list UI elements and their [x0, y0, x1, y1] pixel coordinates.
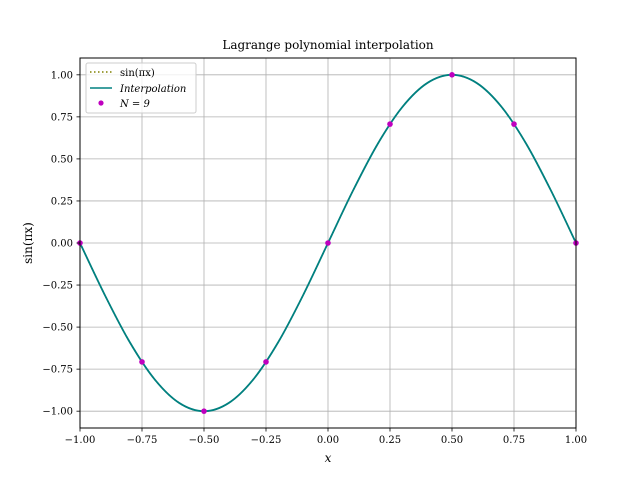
data-point [139, 359, 145, 365]
y-tick-label: 1.00 [51, 70, 73, 81]
legend-label-sin: sin(πx) [120, 68, 155, 79]
y-tick-label: 0.50 [51, 154, 73, 165]
data-point [387, 121, 393, 127]
x-tick-label: 0.25 [379, 435, 401, 446]
data-point [511, 121, 517, 127]
y-tick-label: −0.25 [42, 281, 73, 292]
x-tick-label: −0.50 [189, 435, 220, 446]
x-tick-label: 0.75 [503, 435, 525, 446]
legend-label-interpolation: Interpolation [119, 84, 186, 95]
y-tick-label: 0.25 [51, 196, 73, 207]
ticks: −1.00 −0.75 −0.50 −0.25 0.00 0.25 0.50 0.75 1.00… [42, 70, 587, 446]
x-tick-label: 0.00 [317, 435, 339, 446]
data-point [325, 240, 331, 246]
y-tick-label: −0.50 [42, 323, 73, 334]
legend-swatch-nodes [98, 100, 104, 106]
x-tick-label: −0.25 [251, 435, 282, 446]
legend-box [85, 62, 197, 114]
chart-title: Lagrange polynomial interpolation [222, 38, 434, 52]
x-tick-label: −1.00 [65, 435, 96, 446]
y-tick-label: −1.00 [42, 407, 73, 418]
data-point [201, 408, 207, 414]
data-point [263, 359, 269, 365]
y-axis-label: sin(πx) [21, 222, 35, 264]
x-axis-label: x [325, 451, 332, 465]
x-tick-label: −0.75 [127, 435, 158, 446]
data-point [449, 72, 455, 78]
y-tick-label: 0.00 [51, 239, 73, 250]
x-tick-label: 1.00 [565, 435, 587, 446]
series-layer [77, 72, 579, 414]
x-tick-label: 0.50 [441, 435, 463, 446]
legend-label-nodes: N = 9 [119, 99, 150, 110]
legend: sin(πx) Interpolation N = 9 [85, 62, 197, 114]
y-tick-label: −0.75 [42, 365, 73, 376]
y-tick-label: 0.75 [51, 112, 73, 123]
